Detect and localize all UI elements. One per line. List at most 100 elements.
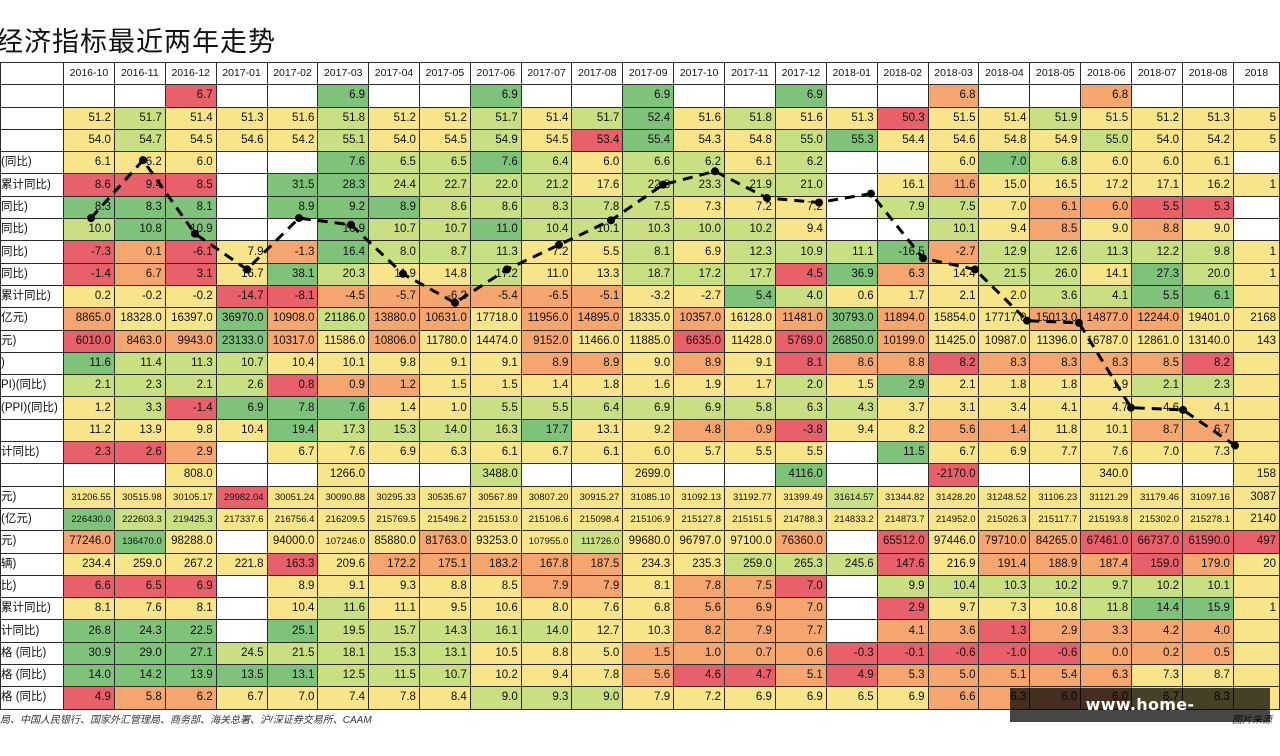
value-cell: 7.0 xyxy=(266,686,319,710)
value-cell: 12.6 xyxy=(1029,240,1082,264)
value-cell: 8.6 xyxy=(825,351,878,376)
value-cell: 31179.46 xyxy=(1131,485,1184,509)
value-cell: 54.0 xyxy=(62,128,115,153)
value-cell: 55.4 xyxy=(622,128,675,153)
value-cell: 6.9 xyxy=(774,686,827,710)
value-cell: 8.1 xyxy=(622,574,675,599)
value-cell: 10.3 xyxy=(622,619,675,643)
value-cell: 31121.29 xyxy=(1080,485,1133,509)
value-cell: 51.7 xyxy=(469,106,522,130)
value-cell: 7.8 xyxy=(571,664,624,688)
value-cell: 245.6 xyxy=(825,552,878,576)
value-cell: 13.1 xyxy=(571,418,624,443)
value-cell: 6.2 xyxy=(673,151,726,175)
value-cell: 16.1 xyxy=(876,173,929,197)
value-cell xyxy=(266,151,319,175)
value-cell: 11.5 xyxy=(368,664,420,688)
value-cell: 216.9 xyxy=(927,552,980,576)
value-cell: 10.1 xyxy=(927,218,980,242)
value-cell: 6.9 xyxy=(469,84,522,108)
value-cell: 6.9 xyxy=(164,574,217,599)
indicator-label: ) xyxy=(0,351,64,376)
value-cell: 4.7 xyxy=(724,664,776,688)
value-cell: 188.9 xyxy=(1029,552,1082,576)
value-cell xyxy=(418,84,471,108)
value-cell: 66737.0 xyxy=(1131,530,1184,554)
value-cell: 10.4 xyxy=(215,418,268,443)
value-cell: 51.6 xyxy=(774,106,827,130)
indicator-row: (同比) 6.1 6.2 6.0 7.6 6.5 6.5 7.6 6.4 6.0 6.6 6.2 6.1… xyxy=(0,151,1280,175)
value-cell xyxy=(368,463,420,487)
indicator-label xyxy=(0,418,64,443)
value-cell: 10.7 xyxy=(418,664,471,688)
value-cell: 10357.0 xyxy=(673,307,726,331)
indicator-grid: 2016-10 2016-11 2016-12 2017-01 2017-02 2017-… xyxy=(0,61,1280,710)
value-cell: 6.9 xyxy=(673,240,726,264)
value-cell xyxy=(266,463,319,487)
month-header: 2017-10 xyxy=(673,61,726,86)
value-cell: 31106.23 xyxy=(1029,485,1082,509)
value-cell: 167.8 xyxy=(520,552,573,576)
value-cell: 4.1 xyxy=(1182,396,1234,420)
month-header: 2018 xyxy=(1232,61,1280,86)
value-cell: 10.6 xyxy=(469,597,522,621)
value-cell: 51.9 xyxy=(1029,106,1082,130)
value-cell: -1.4 xyxy=(164,396,217,420)
month-header: 2017-07 xyxy=(520,61,573,86)
indicator-label: 元) xyxy=(0,530,64,554)
value-cell: 51.2 xyxy=(368,106,420,130)
value-cell xyxy=(418,463,471,487)
value-cell: 13140.0 xyxy=(1182,329,1234,353)
value-cell xyxy=(825,173,878,197)
value-cell: 9.3 xyxy=(368,574,420,599)
indicator-label xyxy=(0,84,64,108)
value-cell: 7.9 xyxy=(215,240,268,264)
value-cell xyxy=(876,84,929,108)
value-cell: 26.0 xyxy=(1029,262,1082,286)
indicator-row: 累计同比) 0.2 -0.2 -0.2 -14.7 -8.1 -4.5 -5.7 -6.2 -5.… xyxy=(0,284,1280,309)
value-cell xyxy=(724,463,776,487)
value-cell: 1.2 xyxy=(62,396,115,420)
value-cell: 8.7 xyxy=(1131,418,1184,443)
value-cell: 1.3 xyxy=(978,619,1031,643)
value-cell: 214788.3 xyxy=(774,507,827,532)
indicator-row: 同比) -7.3 0.1 -6.1 7.9 -1.3 16.4 8.0 8.7 11.3 7.2 5.… xyxy=(0,240,1280,264)
indicator-label: 比) xyxy=(0,574,64,599)
value-cell: 191.4 xyxy=(978,552,1031,576)
indicator-row: 同比) 8.3 8.3 8.1 8.9 9.2 8.9 8.6 8.6 8.3 7.8 7.5 7.3 7… xyxy=(0,195,1280,220)
value-cell: 55.0 xyxy=(774,128,827,153)
value-cell: 6.7 xyxy=(1182,418,1234,443)
value-cell: 0.6 xyxy=(774,641,827,666)
value-cell: 6.4 xyxy=(520,151,573,175)
value-cell: 18.1 xyxy=(317,641,370,666)
value-cell: 14877.0 xyxy=(1080,307,1133,331)
value-cell: 6.1 xyxy=(1182,284,1234,309)
value-cell: 7.9 xyxy=(622,686,675,710)
value-cell: 85880.0 xyxy=(368,530,420,554)
value-cell: 11.6 xyxy=(62,351,115,376)
month-header: 2018-05 xyxy=(1029,61,1082,86)
value-cell: 50.3 xyxy=(876,106,929,130)
value-cell: 6.2 xyxy=(774,151,827,175)
value-cell: 16128.0 xyxy=(724,307,776,331)
value-cell: 7.4 xyxy=(317,686,370,710)
value-cell: 22.5 xyxy=(164,619,217,643)
value-cell xyxy=(978,463,1031,487)
value-cell: 30807.20 xyxy=(520,485,573,509)
value-cell: 3.6 xyxy=(927,619,980,643)
value-cell xyxy=(1232,351,1280,376)
value-cell: -3.2 xyxy=(622,284,675,309)
value-cell: 5.1 xyxy=(774,664,827,688)
value-cell: 9.3 xyxy=(520,686,573,710)
value-cell: 10.8 xyxy=(1029,597,1082,621)
value-cell: 6.0 xyxy=(1080,151,1133,175)
value-cell: 17.2 xyxy=(1080,173,1133,197)
value-cell: 8.5 xyxy=(469,574,522,599)
value-cell: 9.2 xyxy=(317,195,370,220)
value-cell xyxy=(571,463,624,487)
month-header: 2017-08 xyxy=(571,61,624,86)
value-cell: 10.1 xyxy=(571,218,624,242)
value-cell: 6.6 xyxy=(622,151,675,175)
value-cell: 215106.6 xyxy=(520,507,573,532)
value-cell: 11.5 xyxy=(876,441,929,465)
